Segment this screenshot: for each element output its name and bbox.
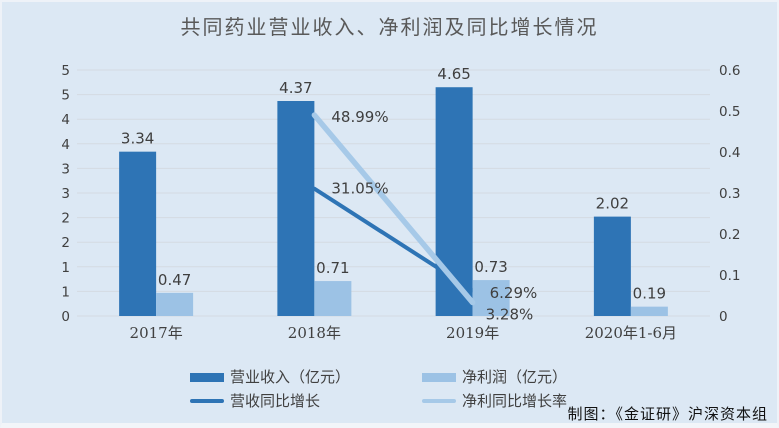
right-axis-tick-label: 0.6 [719, 63, 740, 79]
legend-label: 净利同比增长率 [462, 392, 568, 410]
category-label: 2019年 [446, 324, 499, 342]
right-axis-tick-label: 0.2 [719, 227, 740, 243]
category-label: 2018年 [288, 324, 341, 342]
revenue-line-swatch-icon [190, 399, 224, 403]
legend-item-profit-bar: 净利润（亿元） [422, 368, 567, 386]
profit-bar [472, 280, 510, 316]
left-axis-tick-label: 2 [61, 211, 70, 227]
right-axis-tick-label: 0.3 [719, 186, 740, 202]
revenue-value-label: 2.02 [596, 195, 629, 213]
revenue-bar-swatch-icon [190, 372, 224, 382]
profit-value-label: 0.71 [316, 259, 349, 277]
legend-item-revenue-line: 营收同比增长 [190, 392, 422, 410]
profit-bar [630, 306, 668, 316]
revenue-value-label: 4.65 [437, 65, 470, 83]
revenue-value-label: 3.34 [121, 130, 154, 148]
left-axis-tick-label: 1 [61, 260, 70, 276]
left-axis-tick-label: 5 [61, 63, 70, 79]
left-axis-tick-label: 3 [61, 161, 70, 177]
chart-title: 共同药业营业收入、净利润及同比增长情况 [180, 15, 599, 39]
right-axis-tick-label: 0.5 [719, 104, 740, 120]
left-axis-tick-label: 2 [61, 235, 70, 251]
profit-bar [156, 292, 194, 316]
legend-item-revenue-bar: 营业收入（亿元） [190, 368, 422, 386]
legend-label: 净利润（亿元） [462, 368, 568, 386]
revenue-bar [593, 216, 631, 316]
growth-rate-label: 3.28% [486, 306, 534, 324]
revenue-bar [277, 100, 315, 316]
profit-value-label: 0.73 [474, 258, 507, 276]
right-axis-tick-label: 0.1 [719, 268, 740, 284]
growth-rate-label: 6.29% [490, 284, 538, 302]
left-axis-tick-label: 3 [61, 186, 70, 202]
left-axis-tick-label: 0 [61, 309, 70, 325]
left-axis-tick-label: 1 [61, 284, 70, 300]
legend-item-profit-line: 净利同比增长率 [422, 392, 567, 410]
chart-legend: 营业收入（亿元） 净利润（亿元） 营收同比增长 净利同比增长率 [190, 368, 567, 410]
category-label: 2017年 [130, 324, 183, 342]
revenue-value-label: 4.37 [279, 79, 312, 97]
right-axis-tick-label: 0.4 [719, 145, 740, 161]
category-label: 2020年1-6月 [585, 324, 677, 342]
growth-rate-label: 48.99% [331, 108, 388, 126]
legend-label: 营业收入（亿元） [230, 368, 351, 386]
profit-growth-line [311, 112, 476, 306]
profit-value-label: 0.47 [158, 271, 191, 289]
growth-rate-label: 31.05% [331, 180, 388, 198]
left-axis-tick-label: 4 [61, 112, 70, 128]
profit-bar-swatch-icon [422, 372, 456, 382]
credit-text: 制图：《金证研》沪深资本组 [567, 405, 768, 423]
profit-line-swatch-icon [422, 399, 456, 403]
revenue-bar [119, 151, 157, 316]
left-axis-tick-label: 5 [61, 88, 70, 104]
left-axis-tick-label: 4 [61, 137, 70, 153]
profit-bar [314, 281, 352, 316]
right-axis-tick-label: 0 [719, 309, 728, 325]
legend-label: 营收同比增长 [230, 392, 321, 410]
profit-value-label: 0.19 [633, 285, 666, 303]
